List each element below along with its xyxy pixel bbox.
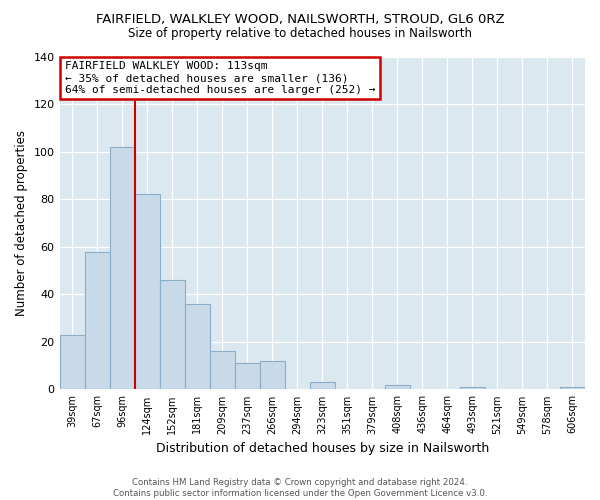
Bar xyxy=(209,352,235,390)
Bar xyxy=(134,194,160,390)
Bar xyxy=(85,252,110,390)
Bar xyxy=(160,280,185,390)
Bar xyxy=(310,382,335,390)
Bar xyxy=(560,387,585,390)
Bar xyxy=(260,361,285,390)
Bar xyxy=(235,364,260,390)
Text: FAIRFIELD, WALKLEY WOOD, NAILSWORTH, STROUD, GL6 0RZ: FAIRFIELD, WALKLEY WOOD, NAILSWORTH, STR… xyxy=(95,12,505,26)
X-axis label: Distribution of detached houses by size in Nailsworth: Distribution of detached houses by size … xyxy=(155,442,489,455)
Bar xyxy=(460,387,485,390)
Bar xyxy=(185,304,209,390)
Bar xyxy=(110,147,134,390)
Bar xyxy=(385,384,410,390)
Text: Contains HM Land Registry data © Crown copyright and database right 2024.
Contai: Contains HM Land Registry data © Crown c… xyxy=(113,478,487,498)
Y-axis label: Number of detached properties: Number of detached properties xyxy=(15,130,28,316)
Text: Size of property relative to detached houses in Nailsworth: Size of property relative to detached ho… xyxy=(128,28,472,40)
Bar xyxy=(59,334,85,390)
Text: FAIRFIELD WALKLEY WOOD: 113sqm
← 35% of detached houses are smaller (136)
64% of: FAIRFIELD WALKLEY WOOD: 113sqm ← 35% of … xyxy=(65,62,375,94)
